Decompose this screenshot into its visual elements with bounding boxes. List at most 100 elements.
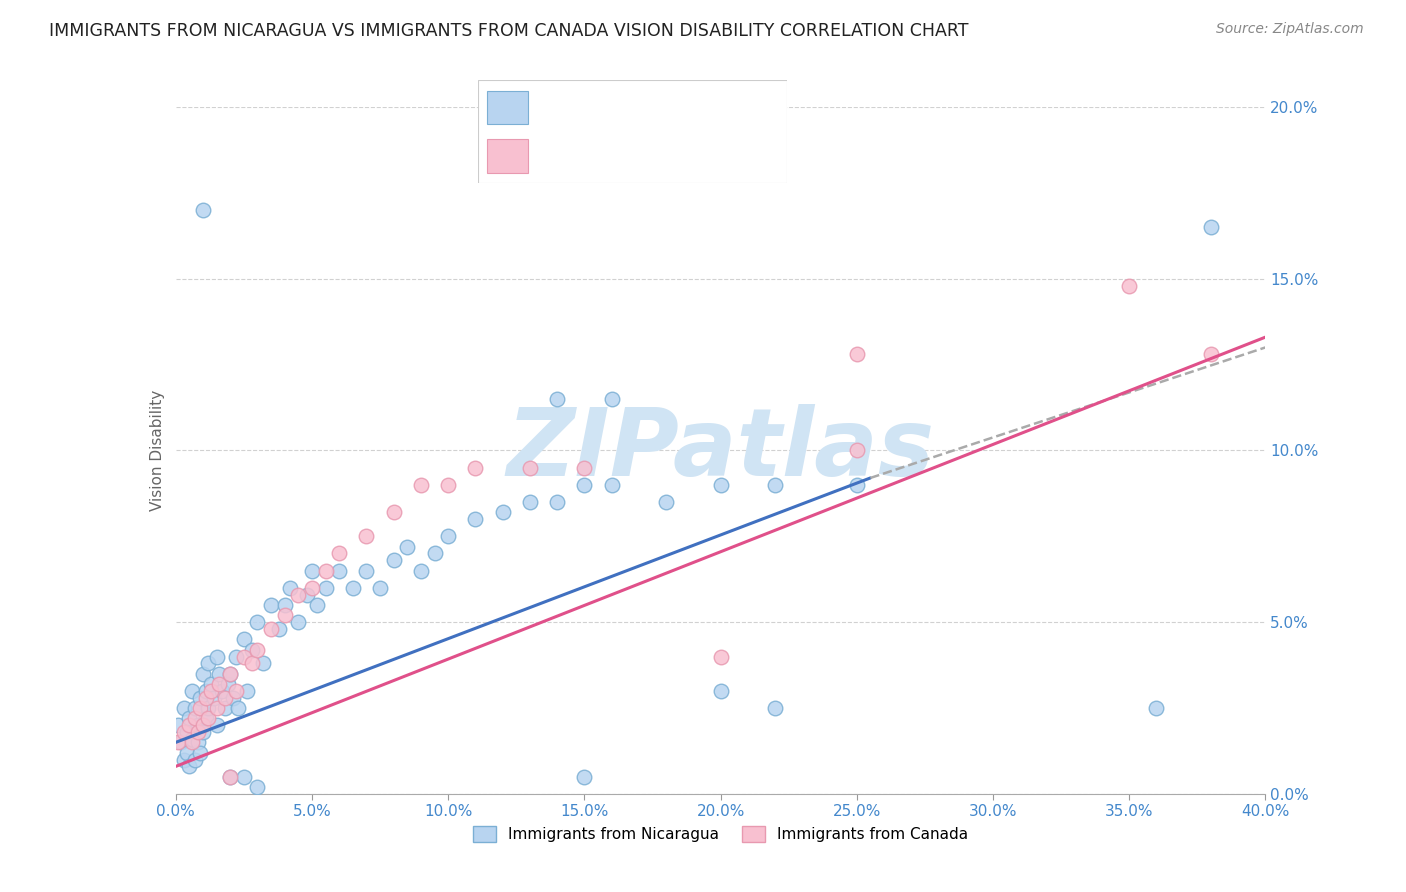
Point xyxy=(1118,278,1140,293)
Point xyxy=(173,725,195,739)
Point xyxy=(186,735,209,749)
Point xyxy=(287,588,309,602)
Point xyxy=(356,529,378,543)
Point xyxy=(278,581,301,595)
Point xyxy=(315,564,337,578)
Point xyxy=(464,512,486,526)
Point xyxy=(186,725,209,739)
Text: IMMIGRANTS FROM NICARAGUA VS IMMIGRANTS FROM CANADA VISION DISABILITY CORRELATIO: IMMIGRANTS FROM NICARAGUA VS IMMIGRANTS … xyxy=(49,22,969,40)
Text: ZIPatlas: ZIPatlas xyxy=(506,404,935,497)
Point xyxy=(368,581,391,595)
Point xyxy=(197,701,219,715)
Point xyxy=(222,690,245,705)
Point xyxy=(194,711,217,725)
Point xyxy=(211,683,233,698)
Point xyxy=(1144,701,1167,715)
Point xyxy=(845,443,868,458)
Point xyxy=(197,657,219,671)
Text: R = 0.698: R = 0.698 xyxy=(537,146,627,165)
Point xyxy=(710,683,733,698)
Point xyxy=(240,657,263,671)
Point xyxy=(240,642,263,657)
Point xyxy=(173,701,195,715)
Point xyxy=(205,718,228,732)
Point xyxy=(600,478,623,492)
FancyBboxPatch shape xyxy=(488,139,527,173)
Point xyxy=(252,657,274,671)
Point xyxy=(181,735,204,749)
Point xyxy=(188,746,211,760)
Point xyxy=(246,780,269,794)
Point xyxy=(845,347,868,361)
Point xyxy=(423,546,446,561)
Point xyxy=(217,677,239,691)
Point xyxy=(409,478,432,492)
Point xyxy=(315,581,337,595)
Point xyxy=(655,495,678,509)
Point xyxy=(274,598,297,612)
Point xyxy=(232,632,254,647)
FancyBboxPatch shape xyxy=(478,80,787,183)
Point xyxy=(219,770,242,784)
FancyBboxPatch shape xyxy=(488,91,527,124)
Point xyxy=(382,553,405,567)
Point xyxy=(219,666,242,681)
Point xyxy=(574,478,596,492)
Point xyxy=(295,588,318,602)
Point xyxy=(232,770,254,784)
Y-axis label: Vision Disability: Vision Disability xyxy=(149,390,165,511)
Point xyxy=(181,731,204,746)
Point xyxy=(246,615,269,630)
Point xyxy=(301,564,323,578)
Text: Source: ZipAtlas.com: Source: ZipAtlas.com xyxy=(1216,22,1364,37)
Point xyxy=(382,505,405,519)
Point xyxy=(710,649,733,664)
Point xyxy=(232,649,254,664)
Point xyxy=(197,711,219,725)
Point xyxy=(200,677,222,691)
Point xyxy=(191,666,214,681)
Point xyxy=(194,683,217,698)
Point xyxy=(546,495,568,509)
Point xyxy=(167,718,190,732)
Point xyxy=(600,392,623,406)
Point xyxy=(328,564,350,578)
Point xyxy=(179,718,201,732)
Point xyxy=(1199,347,1222,361)
Point xyxy=(763,478,786,492)
Point xyxy=(519,460,541,475)
Point xyxy=(409,564,432,578)
Point xyxy=(188,701,211,715)
Point xyxy=(356,564,378,578)
Point xyxy=(437,529,460,543)
Point xyxy=(437,478,460,492)
Point xyxy=(710,478,733,492)
Point xyxy=(167,735,190,749)
Text: N = 38: N = 38 xyxy=(669,146,733,165)
Point xyxy=(202,690,225,705)
Point xyxy=(260,622,283,636)
Point xyxy=(574,770,596,784)
Point xyxy=(287,615,309,630)
Point xyxy=(208,677,231,691)
Point xyxy=(235,683,257,698)
Point xyxy=(173,753,195,767)
Point xyxy=(225,683,247,698)
Point xyxy=(464,460,486,475)
Point xyxy=(179,759,201,773)
Point xyxy=(208,666,231,681)
Point xyxy=(269,622,291,636)
Point xyxy=(184,753,207,767)
Point xyxy=(228,701,250,715)
Text: R = 0.402: R = 0.402 xyxy=(537,98,627,117)
Point xyxy=(519,495,541,509)
Point xyxy=(186,718,209,732)
Point xyxy=(214,690,236,705)
Point xyxy=(188,690,211,705)
Point xyxy=(205,649,228,664)
Point xyxy=(176,746,198,760)
Point xyxy=(179,711,201,725)
Point xyxy=(246,642,269,657)
Point xyxy=(191,725,214,739)
Point xyxy=(763,701,786,715)
